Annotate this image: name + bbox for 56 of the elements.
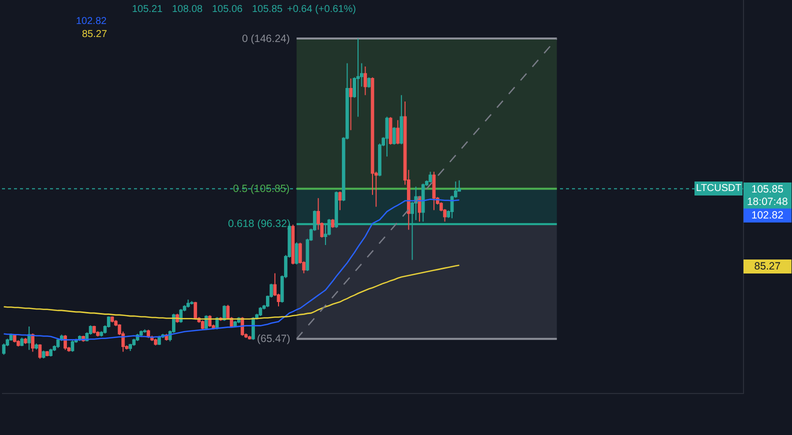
candlestick	[248, 335, 252, 340]
candlestick	[204, 314, 208, 330]
ref-line-label: 0.618 (96.32)	[228, 218, 290, 230]
annotation: 105.06	[212, 4, 244, 15]
candlestick	[49, 348, 52, 358]
candlestick	[110, 316, 114, 323]
candlestick	[294, 242, 298, 265]
candlestick	[31, 333, 34, 352]
candlestick	[432, 171, 436, 211]
candlestick	[12, 334, 16, 343]
candlestick	[42, 350, 46, 359]
candlestick	[208, 314, 212, 328]
ref-line-label: (65.47)	[257, 333, 290, 345]
candlestick	[194, 301, 198, 320]
candlestick	[200, 320, 204, 330]
candlestick	[139, 330, 143, 337]
ref-line-label: 0 (146.24)	[242, 33, 290, 45]
candlestick	[400, 94, 404, 145]
candlestick	[222, 304, 226, 322]
candlestick	[356, 38, 360, 118]
annotation: 102.82	[76, 16, 108, 27]
ref-line-label: 0.5 (105.85)	[233, 183, 290, 195]
candlestick	[367, 76, 371, 88]
candlestick	[190, 300, 194, 306]
candlestick	[258, 306, 262, 317]
candlestick	[24, 337, 28, 344]
candlestick	[349, 78, 352, 131]
candlestick	[154, 338, 158, 346]
candlestick	[92, 325, 96, 334]
candlestick	[392, 126, 396, 146]
candlestick	[27, 326, 31, 350]
candlestick	[158, 336, 161, 346]
candlestick	[385, 116, 389, 158]
candlestick	[428, 171, 432, 184]
candlestick	[291, 224, 295, 265]
candlestick	[46, 350, 49, 357]
candlestick	[143, 328, 146, 334]
candlestick	[186, 299, 190, 308]
candlestick	[34, 343, 38, 350]
candlestick	[364, 66, 367, 96]
annotation: 105.21	[132, 4, 164, 15]
line-series	[3, 264, 460, 320]
annotation: 105.85	[252, 4, 284, 15]
annotation: 85.27	[82, 29, 108, 40]
candlestick	[20, 337, 24, 347]
annotation: +0.64 (+0.61%)	[287, 4, 356, 15]
annotation: 108.08	[172, 4, 204, 15]
text: 18:07:48	[746, 196, 788, 208]
candlestick	[388, 116, 392, 146]
candlestick	[70, 340, 74, 352]
candlestick	[331, 218, 334, 228]
candlestick	[396, 120, 400, 145]
ref-line-label: LTCUSDT	[696, 183, 742, 194]
candlestick	[38, 344, 42, 360]
candlestick	[338, 190, 342, 211]
text: 102.82	[751, 210, 784, 222]
